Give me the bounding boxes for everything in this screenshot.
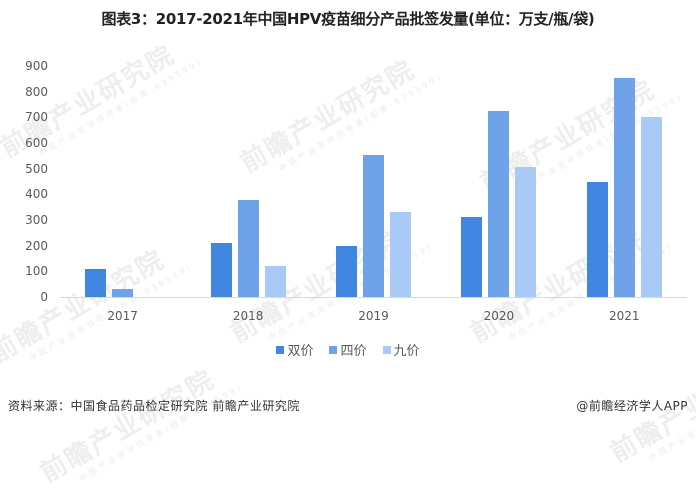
x-tick-label: 2017	[107, 309, 138, 323]
bar-2019-双价	[336, 245, 357, 297]
y-tick-label: 0	[40, 290, 48, 304]
legend-label: 四价	[340, 344, 367, 359]
legend-item: 九价	[382, 340, 420, 359]
watermark: 前瞻产业研究院中国产业咨询领导者(股票:839599)	[0, 39, 205, 164]
source-note: 资料来源：中国食品药品检定研究院 前瞻产业研究院	[8, 399, 300, 413]
credit-note: @前瞻经济学人APP	[576, 399, 688, 413]
x-tick-label: 2020	[483, 309, 515, 323]
bar-2018-九价	[264, 265, 286, 297]
legend-label: 双价	[287, 344, 314, 359]
watermark: 前瞻产业研究院中国产业咨询领导者(股票:839599)	[235, 54, 445, 179]
legend-swatch-icon	[382, 345, 391, 354]
legend-swatch-icon	[329, 345, 338, 354]
y-tick-label: 700	[25, 110, 48, 125]
x-tick-label: 2021	[609, 309, 640, 323]
y-tick-label: 900	[25, 59, 48, 73]
bar-2018-四价	[237, 199, 259, 297]
y-tick-label: 500	[25, 161, 48, 176]
chart-title: 图表3：2017-2021年中国HPV疫苗细分产品批签发量(单位：万支/瓶/袋)	[101, 10, 595, 28]
bar-2021-四价	[613, 77, 635, 297]
y-tick-label: 300	[25, 213, 48, 227]
bar-2021-双价	[586, 181, 608, 297]
bar-2019-九价	[390, 211, 411, 297]
x-axis-line	[60, 297, 687, 298]
bar-2021-九价	[640, 116, 662, 297]
y-tick-label: 200	[25, 238, 48, 253]
bar-2019-四价	[363, 154, 384, 297]
y-tick-label: 800	[25, 84, 48, 99]
y-tick-label: 400	[25, 187, 48, 202]
bar-2017-双价	[85, 269, 107, 297]
bar-2018-双价	[210, 242, 232, 297]
legend-item: 四价	[329, 340, 367, 359]
bar-2017-四价	[112, 289, 134, 297]
legend-label: 九价	[393, 344, 420, 359]
bar-2020-四价	[488, 111, 510, 297]
y-tick-label: 100	[25, 264, 48, 279]
x-tick-label: 2018	[232, 309, 264, 323]
x-tick-label: 2019	[358, 309, 389, 323]
legend-swatch-icon	[276, 345, 285, 354]
legend: 双价 四价 九价	[0, 340, 696, 359]
bar-2020-九价	[515, 166, 537, 297]
legend-item: 双价	[276, 340, 313, 359]
watermark: 前瞻产业研究院中国产业咨询领导者(股票:839599)	[35, 364, 245, 489]
y-tick-label: 600	[25, 136, 48, 150]
bar-2020-双价	[461, 216, 483, 297]
